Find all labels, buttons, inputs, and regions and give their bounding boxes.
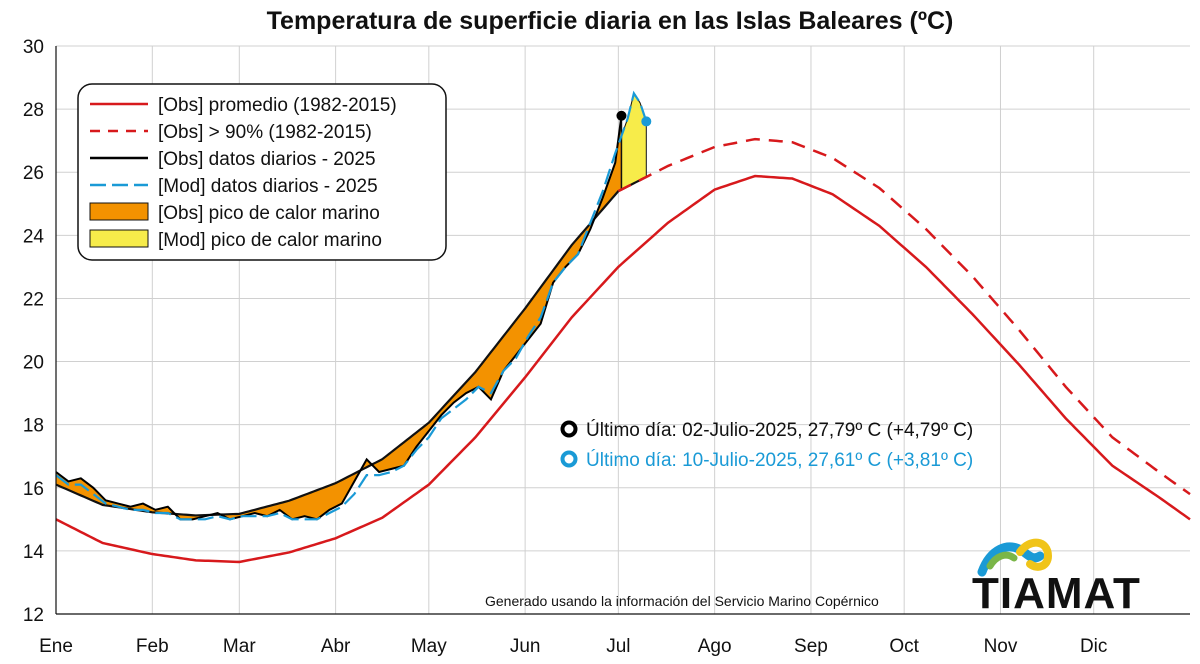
- legend-label-obs-daily: [Obs] datos diarios - 2025: [158, 149, 376, 170]
- legend: [Obs] promedio (1982-2015) [Obs] > 90% (…: [77, 83, 447, 261]
- y-axis: 12 14 16 18 20 22 24 26 28 30: [23, 37, 57, 626]
- y-tick-label: 12: [23, 605, 44, 626]
- x-tick-label: Ene: [39, 636, 73, 657]
- annotations: Último día: 02-Julio-2025, 27,79º C (+4,…: [560, 419, 973, 471]
- x-tick-label: May: [411, 636, 447, 657]
- x-tick-label: Mar: [223, 636, 256, 657]
- legend-label-mod-heatwave: [Mod] pico de calor marino: [158, 230, 382, 251]
- last-mod-point: [641, 116, 652, 127]
- y-tick-label: 28: [23, 100, 44, 121]
- x-tick-label: Feb: [136, 636, 169, 657]
- y-tick-label: 16: [23, 479, 44, 500]
- x-tick-label: Jul: [606, 636, 630, 657]
- legend-swatch-obs-heatwave: [89, 202, 149, 221]
- last-day-markers: [616, 110, 652, 127]
- legend-label-mod-daily: [Mod] datos diarios - 2025: [158, 176, 378, 197]
- annotation-mod: Último día: 10-Julio-2025, 27,61º C (+3,…: [586, 449, 973, 471]
- x-tick-label: Jun: [510, 636, 541, 657]
- series-obs-p90-line: [617, 137, 1191, 496]
- y-tick-label: 24: [23, 226, 45, 247]
- legend-swatch-mod-heatwave: [89, 229, 149, 248]
- legend-label-obs-mean: [Obs] promedio (1982-2015): [158, 95, 397, 116]
- y-tick-label: 30: [23, 37, 44, 58]
- y-tick-label: 18: [23, 416, 44, 437]
- x-tick-label: Oct: [889, 636, 919, 657]
- series-lines: [55, 90, 1191, 564]
- sun-wave-icon: [1016, 538, 1053, 571]
- series-obs-mean-line: [55, 174, 1191, 564]
- series-obs-daily-line: [55, 115, 623, 521]
- legend-box: [77, 83, 447, 261]
- y-tick-label: 20: [23, 353, 44, 374]
- x-tick-label: Ago: [698, 636, 732, 657]
- annotation-obs: Último día: 02-Julio-2025, 27,79º C (+4,…: [586, 419, 973, 441]
- legend-label-obs-p90: [Obs] > 90% (1982-2015): [158, 122, 372, 143]
- last-obs-point: [616, 110, 627, 121]
- y-tick-label: 22: [23, 289, 44, 310]
- tiamat-logo: TIAMAT: [972, 538, 1141, 618]
- green-wave-icon: [986, 551, 1018, 570]
- x-tick-label: Dic: [1080, 636, 1107, 657]
- credit-text: Generado usando la información del Servi…: [485, 593, 879, 609]
- x-axis: Ene Feb Mar Abr May Jun Jul Ago Sep Oct Nov Dic: [39, 613, 1190, 657]
- threshold-edge-line: [55, 175, 647, 517]
- annotation-marker-obs: [560, 420, 578, 438]
- annotation-marker-mod: [560, 450, 578, 468]
- x-tick-label: Sep: [794, 636, 828, 657]
- chart-title: Temperatura de superficie diaria en las …: [267, 7, 954, 35]
- brand-name: TIAMAT: [972, 569, 1141, 618]
- legend-label-obs-heatwave: [Obs] pico de calor marino: [158, 203, 380, 224]
- x-tick-label: Abr: [321, 636, 351, 657]
- y-tick-label: 14: [23, 542, 45, 563]
- y-tick-label: 26: [23, 163, 44, 184]
- series-mod-daily-line: [55, 90, 648, 521]
- x-tick-label: Nov: [984, 636, 1018, 657]
